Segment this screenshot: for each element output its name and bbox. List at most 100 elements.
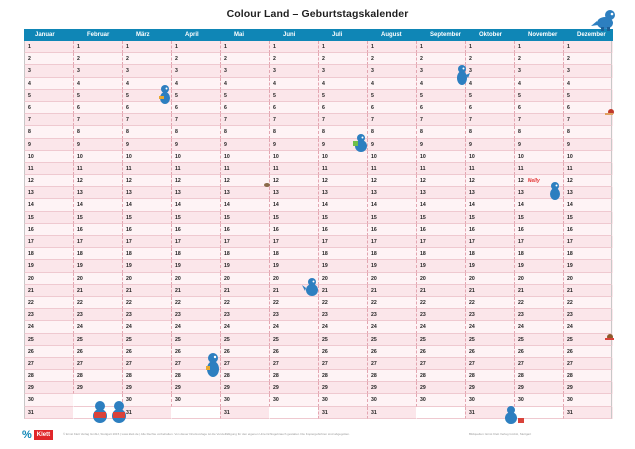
day-cell[interactable]: 23 [465, 309, 514, 322]
day-cell[interactable]: 8 [24, 126, 73, 139]
day-cell[interactable]: 20 [171, 272, 220, 285]
day-cell[interactable]: 1 [269, 41, 318, 54]
day-cell[interactable]: 6 [122, 101, 171, 115]
day-cell[interactable]: 10 [171, 150, 220, 163]
day-cell[interactable]: 16 [465, 223, 514, 236]
day-cell[interactable]: 18 [367, 248, 416, 261]
day-cell[interactable]: 10 [514, 150, 563, 163]
day-cell[interactable]: 26 [563, 345, 612, 358]
day-cell[interactable]: 19 [24, 260, 73, 273]
day-cell[interactable]: 4 [465, 77, 514, 90]
day-cell[interactable]: 3 [122, 65, 171, 78]
day-cell[interactable]: 18 [563, 248, 612, 261]
day-cell[interactable]: 2 [122, 53, 171, 66]
day-cell[interactable]: 27 [73, 357, 122, 371]
day-cell[interactable]: 22 [73, 296, 122, 310]
day-cell[interactable]: 19 [122, 260, 171, 273]
day-cell[interactable]: 7 [24, 114, 73, 127]
day-cell[interactable]: 27 [171, 357, 220, 371]
day-cell[interactable]: 19 [563, 260, 612, 273]
day-cell[interactable]: 19 [73, 260, 122, 273]
day-cell[interactable]: 1 [514, 41, 563, 54]
day-cell[interactable]: 3 [269, 65, 318, 78]
day-cell[interactable]: 6 [563, 101, 612, 115]
day-cell[interactable]: 5 [122, 89, 171, 102]
day-cell[interactable]: 22 [367, 296, 416, 310]
day-cell[interactable]: 21 [465, 284, 514, 297]
day-cell[interactable]: 21 [367, 284, 416, 297]
day-cell[interactable]: 28 [318, 370, 367, 383]
day-cell[interactable]: 4 [220, 77, 269, 90]
day-cell[interactable]: 30 [171, 394, 220, 407]
day-cell[interactable]: 7 [220, 114, 269, 127]
day-cell[interactable]: 1 [416, 41, 465, 54]
day-cell[interactable]: 28 [563, 370, 612, 383]
day-cell[interactable]: 29 [220, 382, 269, 395]
day-cell[interactable]: 28 [514, 370, 563, 383]
day-cell[interactable]: 26 [122, 345, 171, 358]
day-cell[interactable]: 2 [514, 53, 563, 66]
day-cell[interactable]: 6 [416, 101, 465, 115]
day-cell[interactable]: 16 [122, 223, 171, 236]
day-cell[interactable]: 19 [514, 260, 563, 273]
day-cell[interactable]: 13 [318, 187, 367, 200]
day-cell[interactable]: 4 [367, 77, 416, 90]
day-cell[interactable]: 8 [122, 126, 171, 139]
day-cell[interactable]: 15 [24, 211, 73, 224]
day-cell[interactable]: 1 [24, 41, 73, 54]
day-cell[interactable]: 9 [318, 138, 367, 151]
day-cell[interactable]: 1 [73, 41, 122, 54]
day-cell[interactable]: 25 [318, 333, 367, 346]
day-cell[interactable]: 7 [318, 114, 367, 127]
day-cell[interactable]: 17 [318, 236, 367, 249]
day-cell[interactable]: 14 [465, 199, 514, 212]
day-cell[interactable]: 8 [563, 126, 612, 139]
day-cell[interactable]: 1 [367, 41, 416, 54]
day-cell[interactable]: 14 [514, 199, 563, 212]
day-cell[interactable]: 3 [171, 65, 220, 78]
day-cell[interactable]: 17 [73, 236, 122, 249]
day-cell[interactable]: 5 [465, 89, 514, 102]
day-cell[interactable]: 22 [220, 296, 269, 310]
day-cell[interactable]: 12 [220, 175, 269, 188]
day-cell[interactable]: 25 [171, 333, 220, 346]
day-cell[interactable]: 1 [318, 41, 367, 54]
day-cell[interactable]: 17 [563, 236, 612, 249]
day-cell[interactable]: 5 [73, 89, 122, 102]
day-cell[interactable]: 29 [318, 382, 367, 395]
day-cell[interactable]: 14 [563, 199, 612, 212]
day-cell[interactable]: 11 [171, 162, 220, 176]
day-cell[interactable]: 15 [122, 211, 171, 224]
day-cell[interactable]: 30 [514, 394, 563, 407]
day-cell[interactable]: 27 [318, 357, 367, 371]
day-cell[interactable]: 8 [514, 126, 563, 139]
day-cell[interactable]: 17 [171, 236, 220, 249]
day-cell[interactable]: 23 [220, 309, 269, 322]
day-cell[interactable]: 26 [24, 345, 73, 358]
day-cell[interactable]: 2 [563, 53, 612, 66]
day-cell[interactable]: 20 [367, 272, 416, 285]
day-cell[interactable]: 15 [367, 211, 416, 224]
day-cell[interactable]: 15 [171, 211, 220, 224]
day-cell[interactable]: 5 [171, 89, 220, 102]
day-cell[interactable]: 10 [563, 150, 612, 163]
day-cell[interactable]: 29 [73, 382, 122, 395]
day-cell[interactable]: 30 [367, 394, 416, 407]
day-cell[interactable]: 14 [318, 199, 367, 212]
day-cell[interactable]: 11 [122, 162, 171, 176]
day-cell[interactable]: 28 [269, 370, 318, 383]
day-cell[interactable]: 23 [269, 309, 318, 322]
day-cell[interactable]: 19 [220, 260, 269, 273]
day-cell[interactable]: 9 [563, 138, 612, 151]
day-cell[interactable]: 5 [563, 89, 612, 102]
day-cell[interactable]: 22 [269, 296, 318, 310]
day-cell[interactable]: 7 [269, 114, 318, 127]
day-cell[interactable]: 3 [367, 65, 416, 78]
day-cell[interactable]: 9 [122, 138, 171, 151]
day-cell[interactable]: 21 [24, 284, 73, 297]
day-cell[interactable]: 25 [269, 333, 318, 346]
day-cell[interactable]: 7 [465, 114, 514, 127]
day-cell[interactable]: 15 [563, 211, 612, 224]
day-cell[interactable]: 25 [514, 333, 563, 346]
day-cell[interactable]: 31 [220, 406, 269, 419]
